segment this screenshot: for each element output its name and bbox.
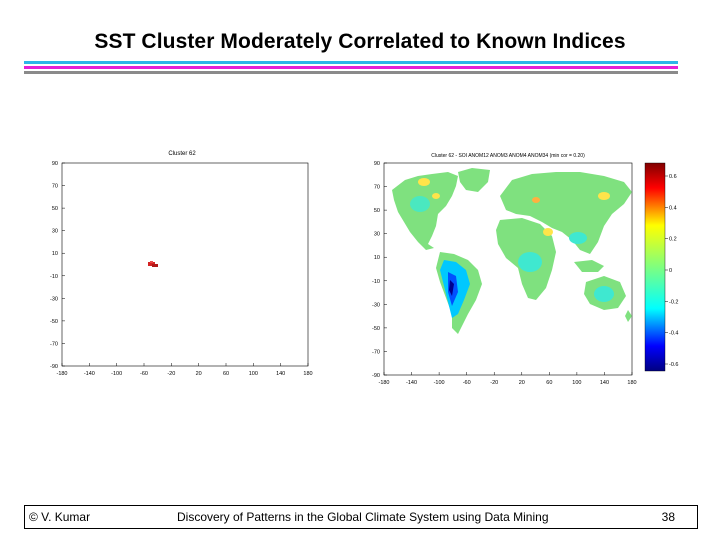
right-y-tick-label: 50 <box>374 208 380 214</box>
right-y-tick-label: 90 <box>374 161 380 167</box>
footer-subtitle: Discovery of Patterns in the Global Clim… <box>177 510 549 524</box>
left-y-tick-label: 90 <box>52 161 58 167</box>
colorbar-tick-label: 0.2 <box>669 237 677 243</box>
left-x-tick-label: 100 <box>249 371 258 377</box>
left-y-tick-label: 10 <box>52 251 58 257</box>
right-y-tick-label: -90 <box>372 373 380 379</box>
right-x-tick-label: 180 <box>627 380 636 386</box>
positive-patch <box>543 228 553 236</box>
left-plot-title: Cluster 62 <box>168 151 196 157</box>
strongest-negative-patch <box>449 280 454 296</box>
north-america-region <box>392 172 458 250</box>
left-x-tick-label: 20 <box>196 371 202 377</box>
cluster-point <box>150 261 153 263</box>
africa-negative-patch <box>518 252 542 272</box>
right-plot-frame <box>383 162 633 376</box>
asia-negative-patch <box>569 232 587 244</box>
right-y-axis: 90 70 50 30 10 -10 -30 -50 -70 -90 <box>372 161 387 379</box>
left-x-tick-label: -60 <box>140 371 148 377</box>
left-plot: Cluster 62 90 70 50 30 10 -10 -30 -50 -70 -90 -18… <box>50 151 313 377</box>
left-y-tick-label: -50 <box>50 319 58 325</box>
slide-footer: © V. Kumar Discovery of Patterns in the … <box>24 505 698 529</box>
left-y-tick-label: 50 <box>52 206 58 212</box>
colorbar <box>644 162 666 372</box>
right-x-axis: -180 -140 -100 -60 -20 20 60 100 140 180 <box>378 372 637 386</box>
right-y-tick-label: 70 <box>374 185 380 191</box>
left-x-tick-label: -180 <box>56 371 67 377</box>
footer-page-number: 38 <box>661 510 675 524</box>
title-rule-blue <box>24 61 678 64</box>
left-x-tick-label: -100 <box>111 371 122 377</box>
right-y-tick-label: 10 <box>374 255 380 261</box>
new-zealand-region <box>625 310 632 322</box>
positive-patch <box>432 193 440 199</box>
left-x-tick-label: -20 <box>167 371 175 377</box>
title-rule-gray <box>24 71 678 74</box>
positive-patch <box>532 197 540 203</box>
left-y-tick-label: 70 <box>52 184 58 190</box>
cluster-point <box>152 264 158 267</box>
left-y-tick-label: -30 <box>50 296 58 302</box>
eurasia-region <box>500 172 632 254</box>
cluster-point <box>148 262 155 266</box>
right-y-tick-label: -10 <box>372 279 380 285</box>
right-y-tick-label: -30 <box>372 302 380 308</box>
left-y-axis: 90 70 50 30 10 -10 -30 -50 -70 -90 <box>50 161 65 370</box>
left-x-tick-label: 60 <box>223 371 229 377</box>
correlation-anomalies <box>410 178 614 318</box>
colorbar-tick-label: 0.4 <box>669 205 677 211</box>
colorbar-tick-label: -0.4 <box>669 331 678 337</box>
colorbar-axis: 0.6 0.4 0.2 0 -0.2 -0.4 -0.6 <box>665 174 678 368</box>
title-rule-magenta <box>24 66 678 69</box>
positive-patch <box>598 192 610 200</box>
correlation-map-land <box>392 168 632 334</box>
right-x-tick-label: 60 <box>546 380 552 386</box>
greenland-region <box>458 168 490 192</box>
left-y-tick-label: -90 <box>50 364 58 370</box>
right-x-tick-label: -100 <box>434 380 445 386</box>
colorbar-tick-label: -0.6 <box>669 362 678 368</box>
colorbar-tick-label: 0 <box>669 268 672 274</box>
australia-negative-patch <box>594 286 614 302</box>
left-x-tick-label: 180 <box>303 371 312 377</box>
right-x-tick-label: 100 <box>572 380 581 386</box>
right-y-tick-label: -70 <box>372 349 380 355</box>
right-x-tick-label: -60 <box>463 380 471 386</box>
north-america-negative-patch <box>410 196 430 212</box>
right-y-tick-label: -50 <box>372 326 380 332</box>
right-plot: Cluster 62 - SOI ANOM12 ANOM3 ANOM4 ANOM… <box>372 153 678 386</box>
right-x-tick-label: 140 <box>600 380 609 386</box>
maritime-continent-region <box>574 260 604 272</box>
right-plot-title: Cluster 62 - SOI ANOM12 ANOM3 ANOM4 ANOM… <box>431 153 585 159</box>
left-y-tick-label: 30 <box>52 229 58 235</box>
positive-patch <box>418 178 430 186</box>
colorbar-tick-label: 0.6 <box>669 174 677 180</box>
right-x-tick-label: -140 <box>406 380 417 386</box>
right-x-tick-label: 20 <box>519 380 525 386</box>
left-y-tick-label: -10 <box>50 274 58 280</box>
right-y-tick-label: 30 <box>374 232 380 238</box>
colorbar-tick-label: -0.2 <box>669 299 678 305</box>
footer-author: © V. Kumar <box>29 510 91 524</box>
slide-title: SST Cluster Moderately Correlated to Kno… <box>94 30 626 53</box>
cluster-62-region <box>148 261 158 267</box>
left-x-tick-label: 140 <box>276 371 285 377</box>
left-x-tick-label: -140 <box>84 371 95 377</box>
left-plot-frame <box>61 162 309 367</box>
left-y-tick-label: -70 <box>50 341 58 347</box>
left-x-axis: -180 -140 -100 -60 -20 20 60 100 140 180 <box>56 363 313 377</box>
right-x-tick-label: -180 <box>378 380 389 386</box>
right-x-tick-label: -20 <box>490 380 498 386</box>
